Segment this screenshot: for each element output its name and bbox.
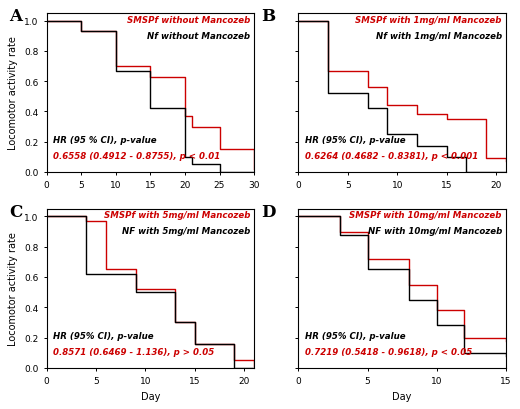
Text: 0.6264 (0.4682 - 0.8381), p < 0.001: 0.6264 (0.4682 - 0.8381), p < 0.001 (305, 152, 478, 161)
Text: HR (95% CI), p-value: HR (95% CI), p-value (305, 136, 405, 145)
Text: 0.6558 (0.4912 - 0.8755), p < 0.01: 0.6558 (0.4912 - 0.8755), p < 0.01 (53, 152, 220, 161)
Text: B: B (261, 8, 275, 25)
Y-axis label: Locomotor activity rate: Locomotor activity rate (8, 36, 18, 150)
Text: Nf with 1mg/ml Mancozeb: Nf with 1mg/ml Mancozeb (375, 31, 502, 40)
Text: 0.7219 (0.5418 - 0.9618), p < 0.05: 0.7219 (0.5418 - 0.9618), p < 0.05 (305, 347, 472, 356)
Text: SMSPf with 10mg/ml Mancozeb: SMSPf with 10mg/ml Mancozeb (349, 211, 502, 220)
Text: A: A (9, 8, 22, 25)
Y-axis label: Locomotor activity rate: Locomotor activity rate (8, 232, 18, 346)
Text: SMSPf without Mancozeb: SMSPf without Mancozeb (127, 16, 250, 25)
X-axis label: Day: Day (141, 391, 160, 401)
X-axis label: Day: Day (393, 391, 412, 401)
Text: SMSPf with 5mg/ml Mancozeb: SMSPf with 5mg/ml Mancozeb (103, 211, 250, 220)
Text: HR (95% CI), p-value: HR (95% CI), p-value (53, 331, 153, 340)
Text: HR (95% CI), p-value: HR (95% CI), p-value (305, 331, 405, 340)
Text: NF with 5mg/ml Mancozeb: NF with 5mg/ml Mancozeb (122, 227, 250, 236)
Text: Nf without Mancozeb: Nf without Mancozeb (147, 31, 250, 40)
Text: 0.8571 (0.6469 - 1.136), p > 0.05: 0.8571 (0.6469 - 1.136), p > 0.05 (53, 347, 214, 356)
Text: NF with 10mg/ml Mancozeb: NF with 10mg/ml Mancozeb (368, 227, 502, 236)
Text: C: C (9, 203, 22, 220)
Text: HR (95 % CI), p-value: HR (95 % CI), p-value (53, 136, 157, 145)
Text: D: D (261, 203, 276, 220)
Text: SMSPf with 1mg/ml Mancozeb: SMSPf with 1mg/ml Mancozeb (355, 16, 502, 25)
